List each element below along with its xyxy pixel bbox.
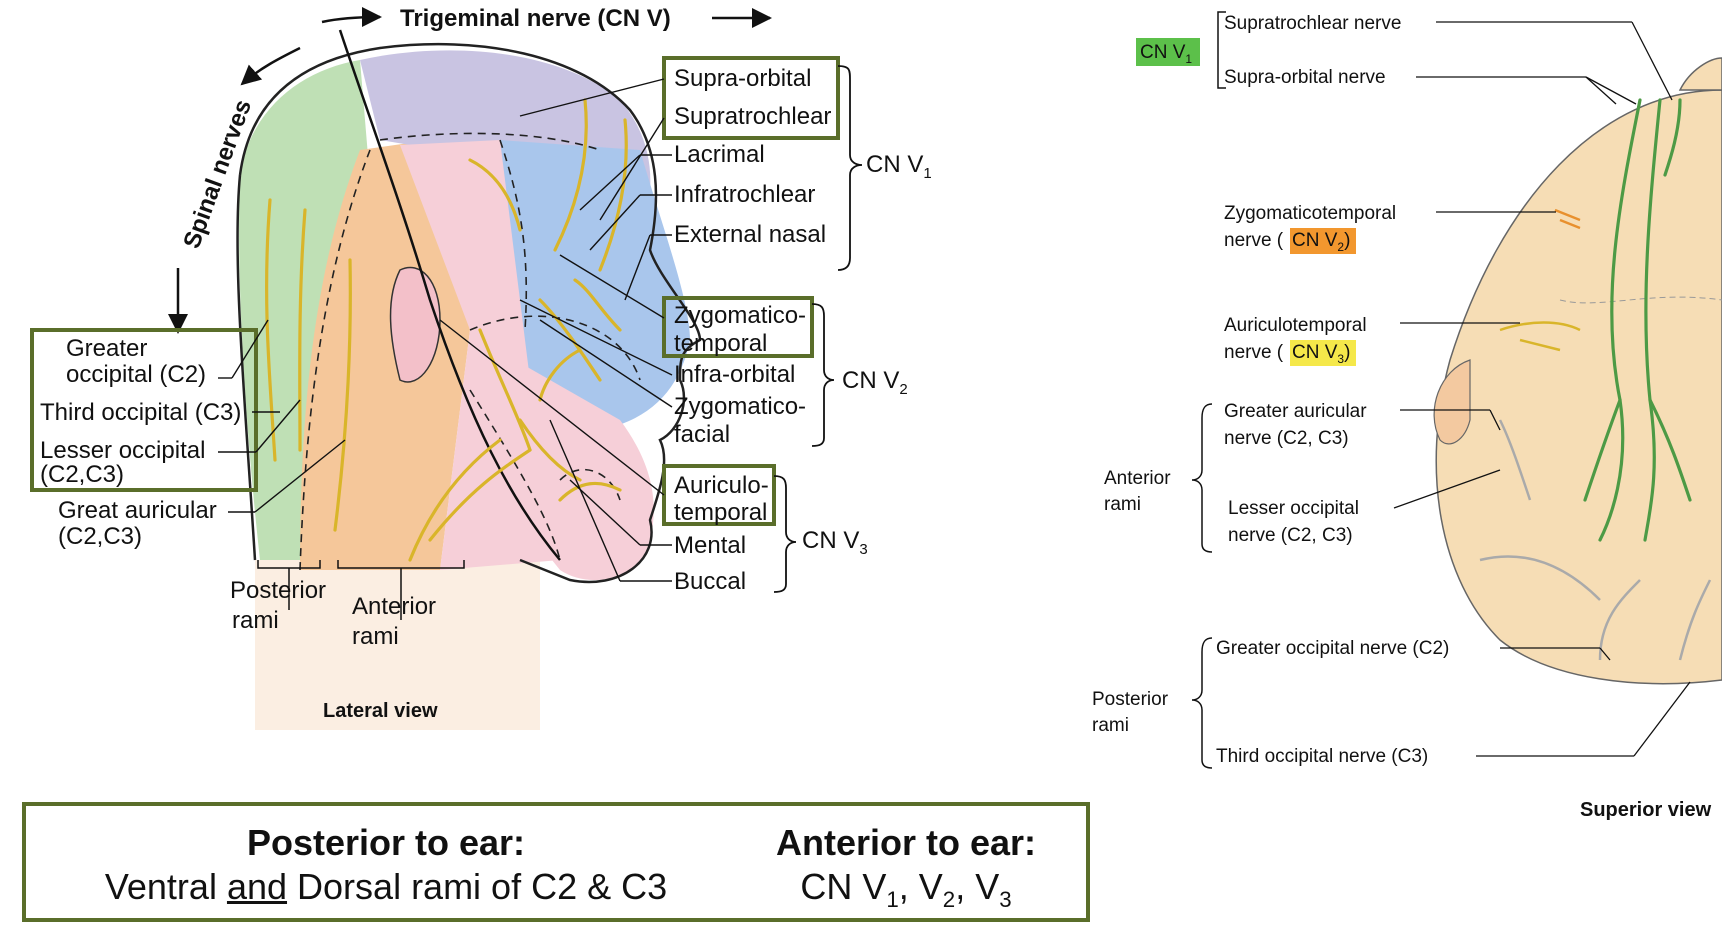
label-mental: Mental — [674, 532, 746, 559]
summary-box: Posterior to ear: Ventral and Dorsal ram… — [22, 802, 1090, 922]
label-posterior-rami-1: Posterior — [1092, 689, 1169, 710]
label-anterior-rami-1: Anterior — [352, 593, 436, 620]
label-greater-auricular-2: nerve (C2, C3) — [1224, 428, 1349, 449]
label-greater-auricular-1: Greater auricular — [1224, 401, 1367, 422]
cn-v1-tag-text: CN V1 — [1140, 42, 1192, 66]
posterior-summary: Posterior to ear: Ventral and Dorsal ram… — [56, 822, 716, 910]
superior-head-illustration — [1433, 57, 1722, 685]
label-lesser-occipital-1: Lesser occipital — [40, 437, 205, 464]
v1-group: Supra-orbital Supratrochlear Lacrimal In… — [519, 56, 932, 301]
anterior-body: CN V1, V2, V3 — [800, 866, 1012, 913]
lateral-head-illustration — [236, 29, 702, 730]
label-supratrochlear-nerve: Supratrochlear nerve — [1224, 13, 1401, 34]
label-greater-occipital-nerve: Greater occipital nerve (C2) — [1216, 638, 1449, 659]
label-zygomatico-facial-2: facial — [674, 421, 730, 448]
cn-v2-label: CN V2 — [842, 367, 908, 398]
occipital-highlight-box — [30, 328, 258, 492]
superior-labels: CN V1 Supratrochlear nerve Supra-orbital… — [1092, 11, 1691, 769]
label-great-auricular-2: (C2,C3) — [58, 523, 142, 550]
v3-group: Auriculo- temporal Mental Buccal CN V3 — [439, 319, 868, 595]
label-lesser-occipital-1: Lesser occipital — [1228, 498, 1359, 519]
label-external-nasal: External nasal — [674, 221, 826, 248]
label-auriculotemporal-2: nerve ( — [1224, 342, 1284, 363]
label-auriculo-temporal-1: Auriculo- — [674, 472, 769, 499]
posterior-body: Ventral and Dorsal rami of C2 & C3 — [104, 866, 668, 907]
label-auriculo-temporal-2: temporal — [674, 499, 767, 526]
cn-v2-tag — [1290, 228, 1356, 254]
posterior-heading: Posterior to ear: — [246, 822, 526, 863]
label-zygomatico-temporal-2: temporal — [674, 330, 767, 357]
trigeminal-header: Trigeminal nerve (CN V) — [321, 5, 772, 32]
label-zygomatico-facial-1: Zygomatico- — [674, 393, 806, 420]
cn-v1-tag — [1136, 38, 1200, 66]
label-zygomaticotemporal-2: nerve ( — [1224, 230, 1284, 251]
lateral-view-label: Lateral view — [323, 700, 438, 722]
label-third-occipital-nerve: Third occipital nerve (C3) — [1216, 746, 1428, 767]
label-infratrochlear: Infratrochlear — [674, 181, 815, 208]
spinal-labels-group: Greater occipital (C2) Third occipital (… — [30, 319, 465, 650]
label-posterior-rami-2: rami — [1092, 715, 1129, 736]
v2-highlight-box — [662, 296, 814, 358]
label-anterior-rami-2: rami — [352, 623, 399, 650]
label-infra-orbital: Infra-orbital — [674, 361, 795, 388]
cn-v3-tag-text: CN V3) — [1292, 342, 1350, 366]
label-greater-occipital-2: occipital (C2) — [66, 361, 206, 388]
label-lesser-occipital-2: nerve (C2, C3) — [1228, 525, 1353, 546]
label-third-occipital: Third occipital (C3) — [40, 399, 241, 426]
v1-highlight-box — [662, 56, 840, 140]
cn-v1-label: CN V1 — [866, 151, 932, 182]
label-lacrimal: Lacrimal — [674, 141, 765, 168]
cn-v3-tag — [1290, 340, 1356, 366]
anterior-heading: Anterior to ear: — [775, 822, 1037, 863]
label-supraorbital-nerve: Supra-orbital nerve — [1224, 67, 1386, 88]
label-anterior-rami-2: rami — [1104, 494, 1141, 515]
label-zygomatico-temporal-1: Zygomatico- — [674, 302, 806, 329]
label-great-auricular-1: Great auricular — [58, 497, 217, 524]
cn-v3-label: CN V3 — [802, 527, 868, 558]
label-supratrochlear: Supratrochlear — [674, 103, 831, 130]
label-posterior-rami-1: Posterior — [230, 577, 326, 604]
cn-v2-tag-text: CN V2) — [1292, 230, 1350, 254]
label-lesser-occipital-2: (C2,C3) — [40, 461, 124, 488]
label-posterior-rami-2: rami — [232, 607, 279, 634]
label-buccal: Buccal — [674, 568, 746, 595]
v2-group: Zygomatico- temporal Infra-orbital Zygom… — [519, 254, 908, 448]
trigeminal-title: Trigeminal nerve (CN V) — [400, 5, 671, 32]
label-greater-occipital-1: Greater — [66, 335, 147, 362]
label-supra-orbital: Supra-orbital — [674, 65, 811, 92]
superior-view-label: Superior view — [1580, 799, 1712, 821]
label-anterior-rami-1: Anterior — [1104, 468, 1171, 489]
anterior-summary: Anterior to ear: CN V1, V2, V3 — [746, 822, 1066, 923]
label-zygomaticotemporal-1: Zygomaticotemporal — [1224, 203, 1396, 224]
label-auriculotemporal-1: Auriculotemporal — [1224, 315, 1367, 336]
